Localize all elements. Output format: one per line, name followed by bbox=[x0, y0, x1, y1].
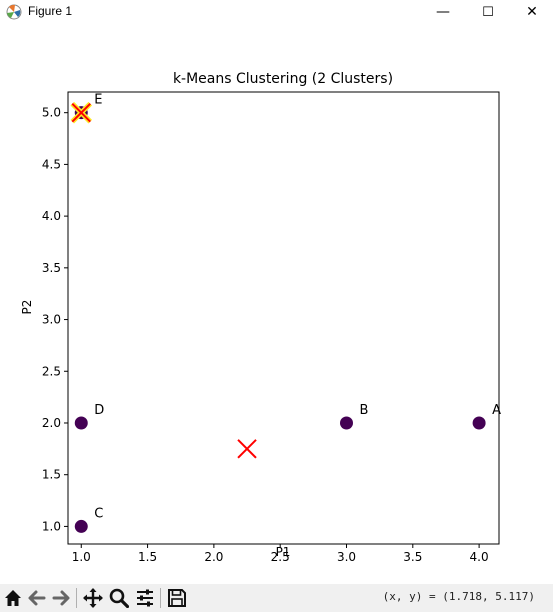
data-point bbox=[74, 519, 88, 533]
navigation-toolbar: (x, y) = (1.718, 5.117) bbox=[0, 584, 553, 612]
x-tick-label: 1.0 bbox=[72, 550, 91, 564]
x-tick-label: 3.5 bbox=[403, 550, 422, 564]
data-point bbox=[339, 416, 353, 430]
centroid-marker bbox=[71, 102, 91, 123]
home-icon[interactable] bbox=[2, 587, 24, 609]
point-label: A bbox=[492, 403, 501, 418]
y-axis-label: P2 bbox=[20, 300, 34, 315]
y-tick-label: 5.0 bbox=[42, 106, 61, 120]
x-tick-label: 2.0 bbox=[204, 550, 223, 564]
x-tick-label: 4.0 bbox=[470, 550, 489, 564]
y-axis-ticks: 1.0 1.5 2.0 2.5 3.0 3.5 4.0 4.5 5.0 bbox=[42, 106, 68, 533]
y-tick-label: 1.5 bbox=[42, 468, 61, 482]
x-tick-label: 3.0 bbox=[337, 550, 356, 564]
y-tick-label: 1.0 bbox=[42, 519, 61, 533]
y-tick-label: 2.5 bbox=[42, 364, 61, 378]
figure-canvas[interactable]: k-Means Clustering (2 Clusters) 1.0 1.5 2.… bbox=[0, 24, 553, 584]
back-icon[interactable] bbox=[26, 587, 48, 609]
centroid-marker bbox=[237, 439, 257, 459]
plot-area[interactable] bbox=[67, 91, 500, 545]
close-button[interactable]: ✕ bbox=[526, 4, 538, 20]
toolbar-separator bbox=[76, 588, 77, 608]
title-bar: Figure 1 — ☐ ✕ bbox=[0, 0, 553, 24]
y-tick-label: 4.5 bbox=[42, 157, 61, 171]
point-label: B bbox=[359, 403, 368, 418]
x-tick-label: 1.5 bbox=[138, 550, 157, 564]
minimize-button[interactable]: — bbox=[436, 4, 450, 20]
y-tick-label: 3.5 bbox=[42, 261, 61, 275]
save-icon[interactable] bbox=[166, 587, 188, 609]
cursor-coordinates: (x, y) = (1.718, 5.117) bbox=[382, 590, 535, 603]
x-axis-ticks: 1.0 1.5 2.0 2.5 3.0 3.5 4.0 bbox=[72, 544, 489, 564]
point-label: C bbox=[94, 506, 103, 521]
point-label: E bbox=[94, 93, 102, 108]
pan-icon[interactable] bbox=[82, 587, 104, 609]
y-tick-label: 2.0 bbox=[42, 416, 61, 430]
toolbar-separator bbox=[160, 588, 161, 608]
matplotlib-app-icon bbox=[6, 4, 22, 20]
x-axis-label: P1 bbox=[276, 545, 291, 559]
forward-icon[interactable] bbox=[50, 587, 72, 609]
data-point bbox=[472, 416, 486, 430]
y-tick-label: 3.0 bbox=[42, 313, 61, 327]
point-label: D bbox=[94, 403, 104, 418]
y-tick-label: 4.0 bbox=[42, 209, 61, 223]
maximize-button[interactable]: ☐ bbox=[482, 4, 494, 20]
x-tick-label: 2.5 bbox=[271, 550, 290, 564]
data-point bbox=[74, 416, 88, 430]
zoom-icon[interactable] bbox=[108, 587, 130, 609]
chart-title: k-Means Clustering (2 Clusters) bbox=[173, 71, 393, 87]
configure-subplots-icon[interactable] bbox=[134, 587, 156, 609]
centroid-markers bbox=[70, 101, 257, 459]
window-title: Figure 1 bbox=[28, 4, 73, 18]
